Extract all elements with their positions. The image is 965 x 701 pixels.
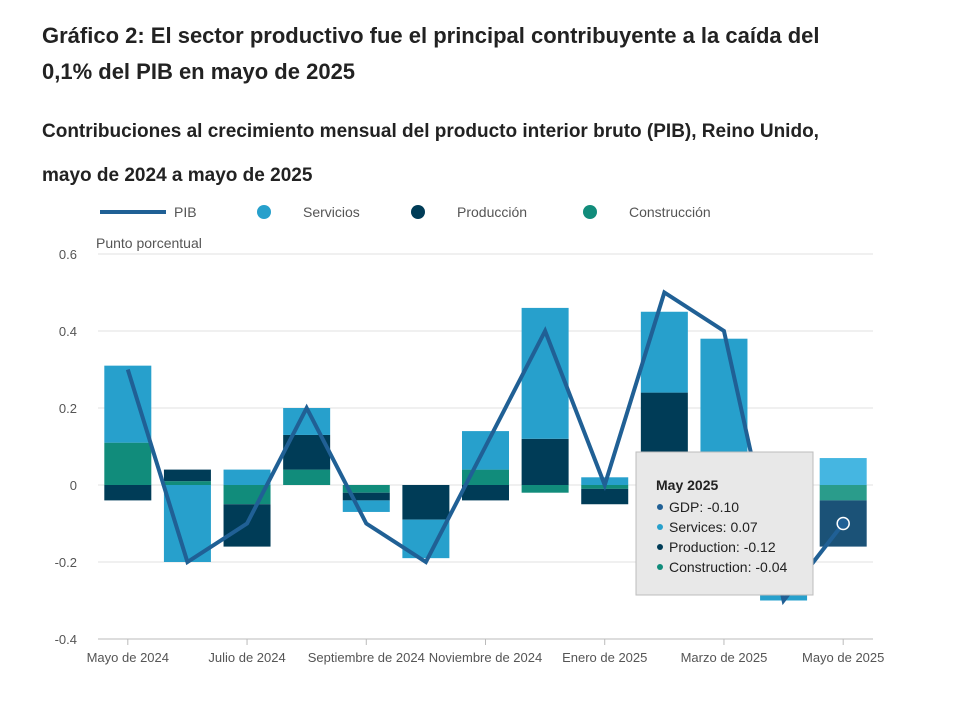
y-tick-label: 0 [70,478,77,493]
y-axis-title: Punto porcentual [96,235,202,251]
legend-label: Producción [457,204,527,220]
tooltip-bullet-icon [657,564,663,570]
tooltip-bullet-icon [657,544,663,550]
y-tick-label: -0.4 [55,632,77,647]
bar-construcción-7[interactable] [521,485,569,493]
bar-producción-7[interactable] [521,438,569,485]
bar-servicios-4[interactable] [342,500,390,512]
x-tick-label: Mayo de 2025 [802,650,884,665]
legend-label: Construcción [629,204,711,220]
x-axis: Mayo de 2024 Julio de 2024 Septiembre de 2… [87,638,884,665]
bar-servicios-2[interactable] [223,469,271,485]
y-tick-label: -0.2 [55,555,77,570]
bar-construcción-12[interactable] [819,485,867,501]
x-tick-label: Marzo de 2025 [681,650,768,665]
bar-construcción-4[interactable] [342,485,390,493]
tooltip: May 2025 GDP: -0.10 Services: 0.07 Producti… [635,451,814,596]
y-tick-label: 0.6 [59,247,77,262]
y-tick-label: 0.2 [59,401,77,416]
bar-construcción-1[interactable] [163,481,211,485]
legend-label: Servicios [303,204,360,220]
legend-item-1[interactable]: Servicios [257,204,360,220]
bar-servicios-9[interactable] [640,311,688,393]
legend-dot-icon [257,205,271,219]
bar-servicios-1[interactable] [163,485,211,562]
tooltip-line: GDP: -0.10 [669,499,739,515]
bar-servicios-0[interactable] [104,365,152,443]
bar-producción-6[interactable] [462,485,509,501]
tooltip-line: Services: 0.07 [669,519,758,535]
legend[interactable]: PIB Servicios Producción Construcción [100,204,711,220]
chart-title: Gráfico 2: El sector productivo fue el p… [42,23,820,84]
bar-producción-4[interactable] [342,492,390,501]
y-tick-label: 0.4 [59,324,77,339]
tooltip-bullet-icon [657,504,663,510]
legend-item-0[interactable]: PIB [100,204,197,220]
x-tick-label: Mayo de 2024 [87,650,169,665]
legend-item-3[interactable]: Construcción [583,204,711,220]
x-tick-label: Noviembre de 2024 [429,650,542,665]
legend-label: PIB [174,204,197,220]
legend-dot-icon [411,205,425,219]
y-axis-ticks: 0.6 0.4 0.2 0 -0.2 -0.4 [55,247,77,647]
x-tick-label: Julio de 2024 [208,650,285,665]
bar-construcción-0[interactable] [104,442,152,485]
gdp-point-highlight[interactable] [836,516,850,531]
bar-producción-5[interactable] [402,485,450,520]
legend-item-2[interactable]: Producción [411,204,527,220]
gdp-line[interactable] [125,289,850,606]
tooltip-title: May 2025 [656,477,718,493]
bar-producción-8[interactable] [581,488,629,505]
chart-subtitle: Contribuciones al crecimiento mensual de… [42,121,819,186]
bar-servicios-12[interactable] [819,458,867,485]
gdp-line-path[interactable] [125,289,845,606]
tooltip-line: Construction: -0.04 [669,559,787,575]
x-tick-label: Septiembre de 2024 [308,650,425,665]
bar-producción-1[interactable] [163,469,211,482]
bar-producción-0[interactable] [104,485,152,501]
tooltip-line: Production: -0.12 [669,539,776,555]
legend-dot-icon [583,205,597,219]
tooltip-bullet-icon [657,524,663,530]
x-tick-label: Enero de 2025 [562,650,647,665]
bar-servicios-3[interactable] [283,408,331,435]
bar-construcción-3[interactable] [283,469,331,485]
tooltip-box [635,451,814,596]
